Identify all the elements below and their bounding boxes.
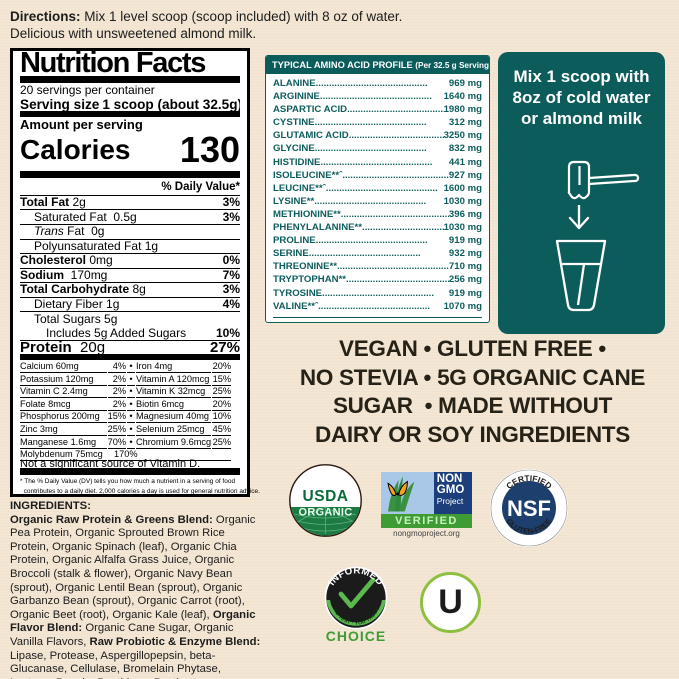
svg-text:NSF: NSF xyxy=(507,496,551,521)
svg-text:ORGANIC: ORGANIC xyxy=(298,507,352,519)
svg-text:USDA: USDA xyxy=(303,488,349,505)
